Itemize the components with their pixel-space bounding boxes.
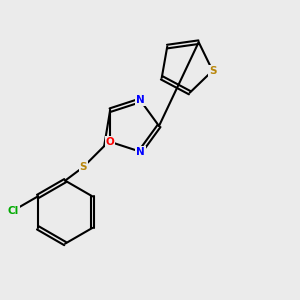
Text: S: S [209,66,216,76]
Text: N: N [136,147,145,157]
Text: S: S [80,162,87,172]
Text: N: N [136,95,145,105]
Text: Cl: Cl [8,206,19,216]
Text: O: O [106,137,115,147]
